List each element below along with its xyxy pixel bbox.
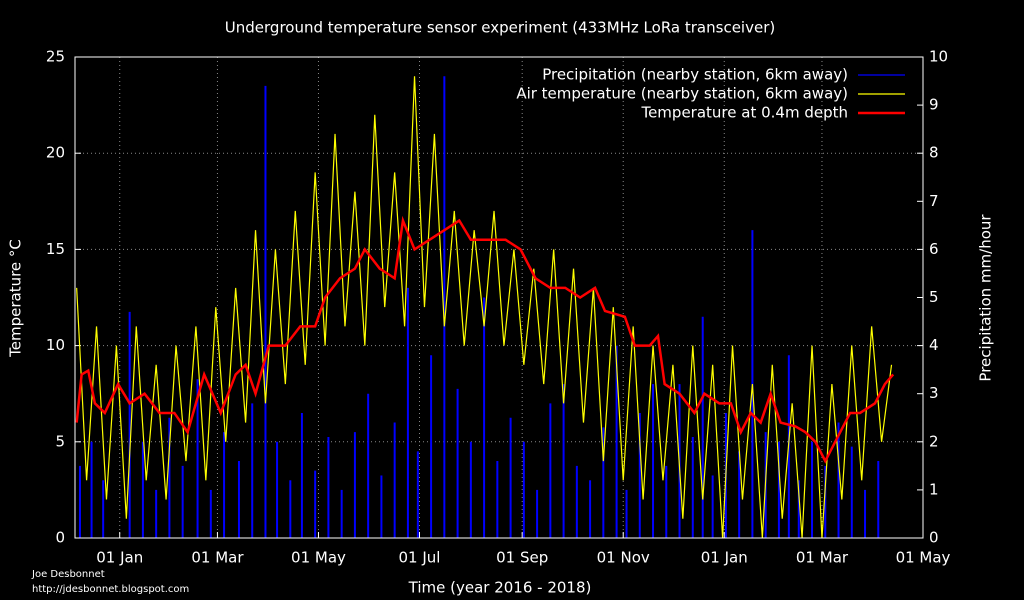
y2-tick-label: 1 (929, 480, 939, 498)
y2-tick-label: 5 (929, 288, 939, 306)
chart-title: Underground temperature sensor experimen… (225, 19, 775, 37)
x-tick-label: 01 May (291, 549, 346, 567)
legend-label: Precipitation (nearby station, 6km away) (542, 66, 848, 84)
x-tick-label: 01 Jan (96, 549, 143, 567)
y2-tick-label: 7 (929, 192, 939, 210)
y-tick-label: 10 (46, 336, 65, 354)
y2-axis-label: Precipitation mm/hour (977, 214, 995, 382)
x-tick-label: 01 Mar (796, 549, 849, 567)
legend-label: Air temperature (nearby station, 6km awa… (516, 85, 848, 103)
x-tick-label: 01 Mar (191, 549, 244, 567)
y2-tick-label: 10 (929, 48, 948, 66)
y2-tick-label: 9 (929, 96, 939, 114)
y-tick-label: 20 (46, 144, 65, 162)
series-line (76, 76, 893, 539)
y2-tick-label: 0 (929, 529, 939, 547)
y-tick-label: 0 (55, 529, 65, 547)
legend-label: Temperature at 0.4m depth (640, 104, 848, 122)
y-axis-label: Temperature °C (7, 239, 25, 358)
y2-tick-label: 6 (929, 240, 939, 258)
y-tick-label: 15 (46, 240, 65, 258)
plot-frame (74, 56, 924, 539)
y2-tick-label: 8 (929, 144, 939, 162)
y2-tick-label: 2 (929, 432, 939, 450)
y2-tick-label: 4 (929, 336, 939, 354)
x-axis-label: Time (year 2016 - 2018) (408, 579, 592, 597)
credit: Joe Desbonnet (31, 569, 105, 580)
y-tick-label: 25 (46, 48, 65, 66)
x-tick-label: 01 Sep (496, 549, 548, 567)
x-tick-label: 01 Jul (399, 549, 441, 567)
x-tick-label: 01 Jan (701, 549, 748, 567)
x-tick-label: 01 May (896, 549, 951, 567)
credit: http://jdesbonnet.blogspot.com (32, 584, 189, 595)
series-line (75, 215, 895, 464)
y-tick-label: 5 (55, 432, 65, 450)
y2-tick-label: 3 (929, 384, 939, 402)
x-tick-label: 01 Nov (597, 549, 650, 567)
